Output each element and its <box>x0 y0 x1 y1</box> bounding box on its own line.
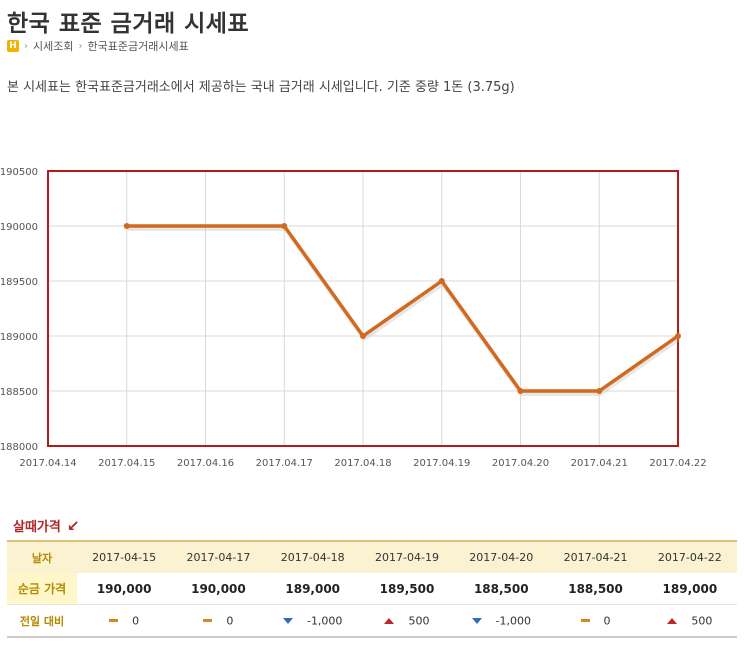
dash-icon <box>203 619 213 623</box>
diff-value: 0 <box>603 614 611 628</box>
date-header: 날자 <box>7 540 77 573</box>
date-cell: 2017-04-19 <box>359 540 455 573</box>
y-tick-label: 188500 <box>0 387 38 398</box>
y-tick-label: 189500 <box>0 277 38 288</box>
buy-price-section-title: 살때가격 ↙ <box>13 516 80 536</box>
page-title: 한국 표준 금거래 시세표 <box>7 11 250 37</box>
price-row-label: 순금 가격 <box>7 573 77 605</box>
y-tick-label: 190500 <box>0 167 38 178</box>
chevron-right-icon: › <box>78 40 83 52</box>
y-tick-label: 188000 <box>0 442 38 453</box>
x-tick-label: 2017.04.15 <box>98 458 155 469</box>
diff-cell: -1,000 <box>265 604 360 638</box>
data-point <box>123 223 130 229</box>
dash-icon <box>109 619 119 623</box>
table-row: 순금 가격 190,000 190,000 189,000 189,500 18… <box>7 573 737 605</box>
date-cell: 2017-04-18 <box>265 540 360 573</box>
breadcrumb: H › 시세조회 › 한국표준금거래시세표 <box>7 38 189 54</box>
date-cell: 2017-04-21 <box>548 540 643 573</box>
table-header-row: 날자 2017-04-15 2017-04-17 2017-04-18 2017… <box>7 540 737 573</box>
triangle-down-icon <box>471 617 482 624</box>
price-cell: 189,500 <box>359 573 455 605</box>
diff-row-label: 전일 대비 <box>7 604 77 638</box>
plot-frame <box>47 170 679 447</box>
diff-value: 0 <box>226 614 234 628</box>
series-line <box>126 224 680 393</box>
triangle-up-icon <box>384 617 395 624</box>
date-cell: 2017-04-17 <box>171 540 266 573</box>
data-point <box>675 333 681 339</box>
data-point <box>281 223 288 229</box>
diff-value: -1,000 <box>495 614 531 628</box>
price-cell: 189,000 <box>265 573 360 605</box>
page-description: 본 시세표는 한국표준금거래소에서 제공하는 국내 금거래 시세입니다. 기준 … <box>7 80 515 95</box>
diff-value: 0 <box>132 614 140 628</box>
date-cell: 2017-04-20 <box>454 540 549 573</box>
chevron-right-icon: › <box>24 40 28 52</box>
data-point <box>360 333 366 339</box>
diff-cell: -1,000 <box>454 604 549 638</box>
diff-value: 500 <box>691 614 713 628</box>
section-title-label: 살때가격 <box>13 520 61 535</box>
data-point <box>596 388 603 394</box>
diff-cell: 500 <box>359 604 455 638</box>
data-point <box>438 278 445 284</box>
y-tick-label: 189000 <box>0 332 38 343</box>
table-row: 전일 대비 0 0 -1,000 500 -1,000 0 500 <box>7 604 737 638</box>
breadcrumb-item-gold-table[interactable]: 한국표준금거래시세표 <box>87 40 189 53</box>
diff-cell: 0 <box>171 604 266 638</box>
price-cell: 190,000 <box>77 573 172 605</box>
date-cell: 2017-04-15 <box>77 540 172 573</box>
diff-cell: 500 <box>642 604 737 638</box>
price-table: 날자 2017-04-15 2017-04-17 2017-04-18 2017… <box>7 540 737 638</box>
x-tick-label: 2017.04.14 <box>19 458 76 469</box>
x-tick-label: 2017.04.16 <box>177 458 234 469</box>
series-line-shadow <box>127 227 681 396</box>
x-tick-label: 2017.04.21 <box>571 458 628 469</box>
x-tick-label: 2017.04.20 <box>492 458 549 469</box>
x-tick-label: 2017.04.17 <box>256 458 313 469</box>
date-cell: 2017-04-22 <box>642 540 737 573</box>
triangle-up-icon <box>667 617 678 624</box>
data-point <box>517 388 524 394</box>
diff-value: 500 <box>408 614 430 628</box>
y-tick-label: 190000 <box>0 222 38 233</box>
x-tick-label: 2017.04.22 <box>649 458 706 469</box>
arrow-down-left-icon: ↙ <box>66 516 80 535</box>
diff-cell: 0 <box>548 604 643 638</box>
price-cell: 189,000 <box>642 573 737 605</box>
diff-cell: 0 <box>77 604 172 638</box>
x-tick-label: 2017.04.18 <box>334 458 391 469</box>
price-line-chart: 2017.04.14 2017.04.15 2017.04.16 2017.04.17… <box>0 167 707 469</box>
diff-value: -1,000 <box>306 614 343 628</box>
x-tick-label: 2017.04.19 <box>413 458 470 469</box>
triangle-down-icon <box>282 617 293 624</box>
price-cell: 190,000 <box>171 573 266 605</box>
breadcrumb-item-price-lookup[interactable]: 시세조회 <box>33 40 74 53</box>
home-icon[interactable]: H <box>7 40 19 52</box>
price-cell: 188,500 <box>454 573 549 605</box>
dash-icon <box>580 619 590 623</box>
price-cell: 188,500 <box>548 573 643 605</box>
